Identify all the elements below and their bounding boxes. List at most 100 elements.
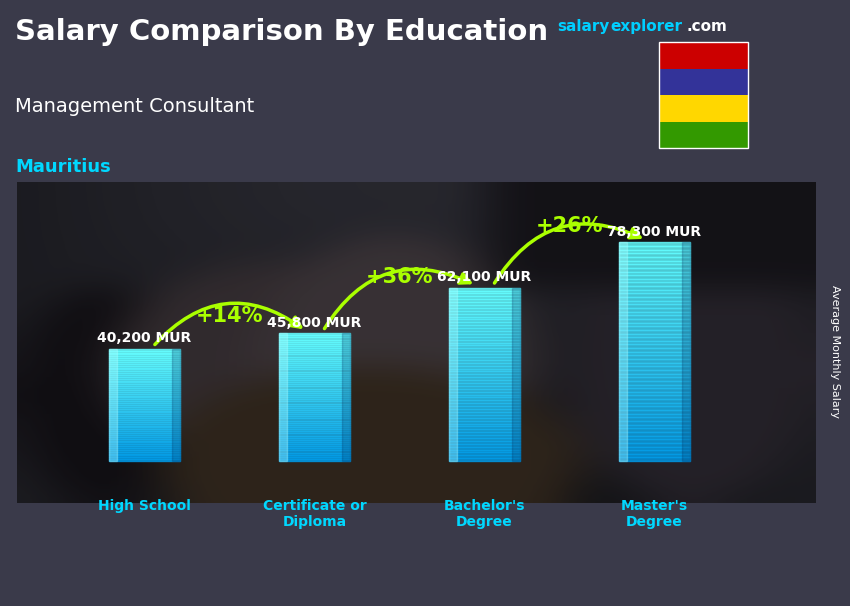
- Bar: [449, 383, 520, 386]
- Bar: [279, 387, 350, 388]
- Bar: [449, 418, 520, 421]
- Bar: [619, 450, 690, 454]
- Bar: [619, 410, 690, 414]
- Bar: [619, 344, 690, 348]
- Bar: [279, 361, 350, 363]
- Bar: [619, 242, 690, 246]
- Bar: [109, 420, 180, 422]
- Bar: [619, 304, 690, 308]
- Bar: [449, 363, 520, 365]
- Bar: [279, 440, 350, 442]
- Bar: [109, 381, 180, 382]
- Bar: [279, 359, 350, 361]
- Bar: [279, 339, 350, 342]
- Bar: [449, 342, 520, 345]
- Text: .com: .com: [687, 19, 728, 35]
- Text: salary: salary: [557, 19, 609, 35]
- Bar: [109, 415, 180, 416]
- Bar: [279, 410, 350, 412]
- Text: 45,800 MUR: 45,800 MUR: [267, 316, 362, 330]
- Text: Mauritius: Mauritius: [15, 158, 111, 176]
- Text: Management Consultant: Management Consultant: [15, 97, 254, 116]
- Bar: [279, 436, 350, 438]
- Bar: [109, 392, 180, 394]
- Bar: [109, 424, 180, 425]
- Bar: [449, 328, 520, 331]
- Bar: [449, 314, 520, 316]
- Bar: [109, 408, 180, 410]
- Bar: [449, 455, 520, 458]
- Bar: [342, 333, 350, 461]
- Text: 78,300 MUR: 78,300 MUR: [608, 225, 701, 239]
- Bar: [449, 429, 520, 432]
- Bar: [619, 355, 690, 359]
- Bar: [449, 389, 520, 391]
- Bar: [279, 370, 350, 371]
- Bar: [619, 381, 690, 385]
- Bar: [109, 451, 180, 454]
- Bar: [619, 282, 690, 286]
- Bar: [619, 246, 690, 250]
- Bar: [449, 322, 520, 325]
- Bar: [109, 425, 180, 427]
- Bar: [449, 444, 520, 447]
- Bar: [449, 432, 520, 435]
- Bar: [109, 396, 180, 398]
- Bar: [109, 390, 180, 392]
- Bar: [449, 386, 520, 389]
- Bar: [449, 299, 520, 302]
- Bar: [279, 459, 350, 461]
- Bar: [279, 391, 350, 393]
- Bar: [449, 458, 520, 461]
- Bar: [449, 424, 520, 427]
- Bar: [109, 456, 180, 458]
- Bar: [109, 437, 180, 439]
- Bar: [449, 406, 520, 409]
- Bar: [449, 450, 520, 453]
- Bar: [449, 290, 520, 293]
- Bar: [109, 399, 180, 401]
- Bar: [109, 407, 180, 408]
- Bar: [279, 414, 350, 416]
- Bar: [279, 429, 350, 431]
- Bar: [619, 418, 690, 421]
- Bar: [449, 409, 520, 412]
- Bar: [109, 379, 180, 381]
- Bar: [109, 435, 180, 437]
- Bar: [279, 448, 350, 450]
- Bar: [279, 344, 350, 346]
- Bar: [279, 397, 350, 399]
- Bar: [449, 351, 520, 354]
- Bar: [449, 288, 457, 461]
- Bar: [109, 353, 180, 355]
- Bar: [619, 301, 690, 304]
- Bar: [619, 439, 690, 443]
- Bar: [619, 308, 690, 311]
- Bar: [619, 293, 690, 297]
- Bar: [619, 425, 690, 428]
- Bar: [449, 316, 520, 319]
- Bar: [619, 414, 690, 418]
- Bar: [619, 392, 690, 396]
- Bar: [449, 391, 520, 395]
- Bar: [619, 385, 690, 388]
- Bar: [109, 431, 180, 433]
- Bar: [279, 399, 350, 401]
- Bar: [279, 363, 350, 365]
- Bar: [619, 264, 690, 268]
- Bar: [619, 403, 690, 407]
- Bar: [449, 319, 520, 322]
- Bar: [619, 351, 690, 355]
- Bar: [109, 373, 180, 375]
- Bar: [279, 376, 350, 378]
- Bar: [109, 349, 117, 461]
- Bar: [109, 403, 180, 405]
- Text: Average Monthly Salary: Average Monthly Salary: [830, 285, 840, 418]
- Bar: [449, 438, 520, 441]
- Bar: [279, 395, 350, 397]
- Bar: [109, 410, 180, 413]
- Bar: [279, 352, 350, 355]
- Bar: [279, 348, 350, 350]
- Bar: [279, 453, 350, 454]
- Bar: [619, 447, 690, 450]
